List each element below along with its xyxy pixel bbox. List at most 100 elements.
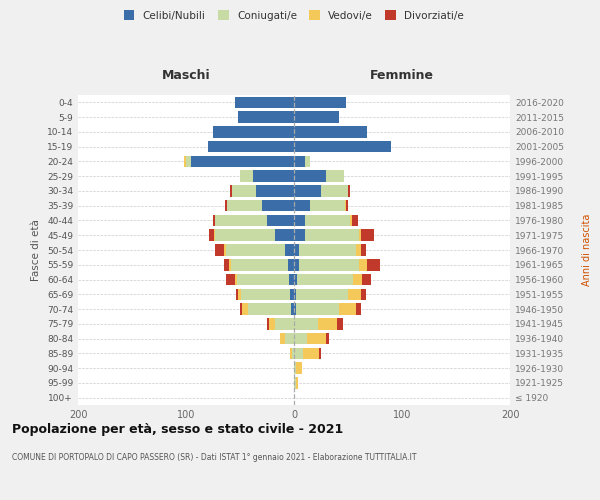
Bar <box>232 259 287 270</box>
Bar <box>318 318 337 330</box>
Bar <box>290 288 294 300</box>
Bar <box>280 333 286 344</box>
Bar <box>236 288 238 300</box>
Text: Maschi: Maschi <box>161 70 211 82</box>
Bar <box>291 304 294 315</box>
Bar <box>294 200 310 211</box>
Bar <box>359 230 361 241</box>
Bar <box>294 304 296 315</box>
Bar <box>294 230 305 241</box>
Bar <box>242 304 248 315</box>
Bar <box>230 185 232 196</box>
Bar <box>215 214 267 226</box>
Legend: Celibi/Nubili, Coniugati/e, Vedovi/e, Divorziati/e: Celibi/Nubili, Coniugati/e, Vedovi/e, Di… <box>120 6 468 25</box>
Bar <box>235 96 294 108</box>
Bar <box>224 259 229 270</box>
Bar <box>186 156 191 167</box>
Bar <box>213 126 294 138</box>
Bar <box>289 274 294 285</box>
Bar <box>294 377 296 388</box>
Bar <box>367 259 380 270</box>
Bar <box>305 214 350 226</box>
Bar <box>356 244 361 256</box>
Bar <box>307 333 326 344</box>
Bar <box>353 274 362 285</box>
Bar <box>345 200 346 211</box>
Bar <box>286 333 294 344</box>
Bar <box>296 377 298 388</box>
Bar <box>269 318 275 330</box>
Bar <box>326 170 344 182</box>
Bar <box>241 288 290 300</box>
Bar <box>337 318 343 330</box>
Bar <box>346 200 348 211</box>
Bar <box>275 230 294 241</box>
Bar <box>275 318 294 330</box>
Bar <box>240 170 253 182</box>
Bar <box>299 259 359 270</box>
Bar <box>350 214 352 226</box>
Bar <box>305 156 310 167</box>
Bar <box>214 230 215 241</box>
Text: Anni di nascita: Anni di nascita <box>582 214 592 286</box>
Bar <box>238 288 241 300</box>
Bar <box>232 185 256 196</box>
Bar <box>229 259 232 270</box>
Bar <box>287 259 294 270</box>
Bar <box>184 156 186 167</box>
Bar <box>296 362 302 374</box>
Bar <box>294 112 340 123</box>
Bar <box>296 304 340 315</box>
Bar <box>215 230 275 241</box>
Bar <box>294 318 318 330</box>
Bar <box>286 244 294 256</box>
Bar <box>226 244 286 256</box>
Bar <box>294 141 391 152</box>
Bar <box>326 333 329 344</box>
Bar <box>294 274 297 285</box>
Bar <box>361 230 374 241</box>
Bar <box>267 214 294 226</box>
Bar <box>213 214 215 226</box>
Bar <box>253 170 294 182</box>
Bar <box>294 333 307 344</box>
Bar <box>191 156 294 167</box>
Bar <box>256 185 294 196</box>
Bar <box>294 348 302 359</box>
Bar <box>294 288 296 300</box>
Bar <box>226 274 235 285</box>
Bar <box>215 244 224 256</box>
Bar <box>352 214 358 226</box>
Bar <box>361 288 367 300</box>
Bar <box>340 304 356 315</box>
Bar <box>209 230 214 241</box>
Bar <box>348 185 350 196</box>
Bar <box>237 274 289 285</box>
Bar <box>296 288 348 300</box>
Bar <box>302 348 319 359</box>
Bar <box>294 244 299 256</box>
Bar <box>292 348 294 359</box>
Bar <box>248 304 291 315</box>
Bar <box>290 348 292 359</box>
Text: COMUNE DI PORTOPALO DI CAPO PASSERO (SR) - Dati ISTAT 1° gennaio 2021 - Elaboraz: COMUNE DI PORTOPALO DI CAPO PASSERO (SR)… <box>12 454 416 462</box>
Bar <box>319 348 321 359</box>
Bar <box>294 259 299 270</box>
Bar <box>208 141 294 152</box>
Bar <box>262 200 294 211</box>
Bar <box>224 244 226 256</box>
Bar <box>294 96 346 108</box>
Bar <box>238 112 294 123</box>
Bar <box>310 200 345 211</box>
Bar <box>362 274 371 285</box>
Bar <box>294 214 305 226</box>
Bar <box>294 126 367 138</box>
Bar <box>240 304 242 315</box>
Bar <box>321 185 348 196</box>
Bar <box>356 304 361 315</box>
Text: Popolazione per età, sesso e stato civile - 2021: Popolazione per età, sesso e stato civil… <box>12 422 343 436</box>
Bar <box>235 274 237 285</box>
Bar <box>359 259 367 270</box>
Bar <box>294 185 321 196</box>
Bar <box>225 200 227 211</box>
